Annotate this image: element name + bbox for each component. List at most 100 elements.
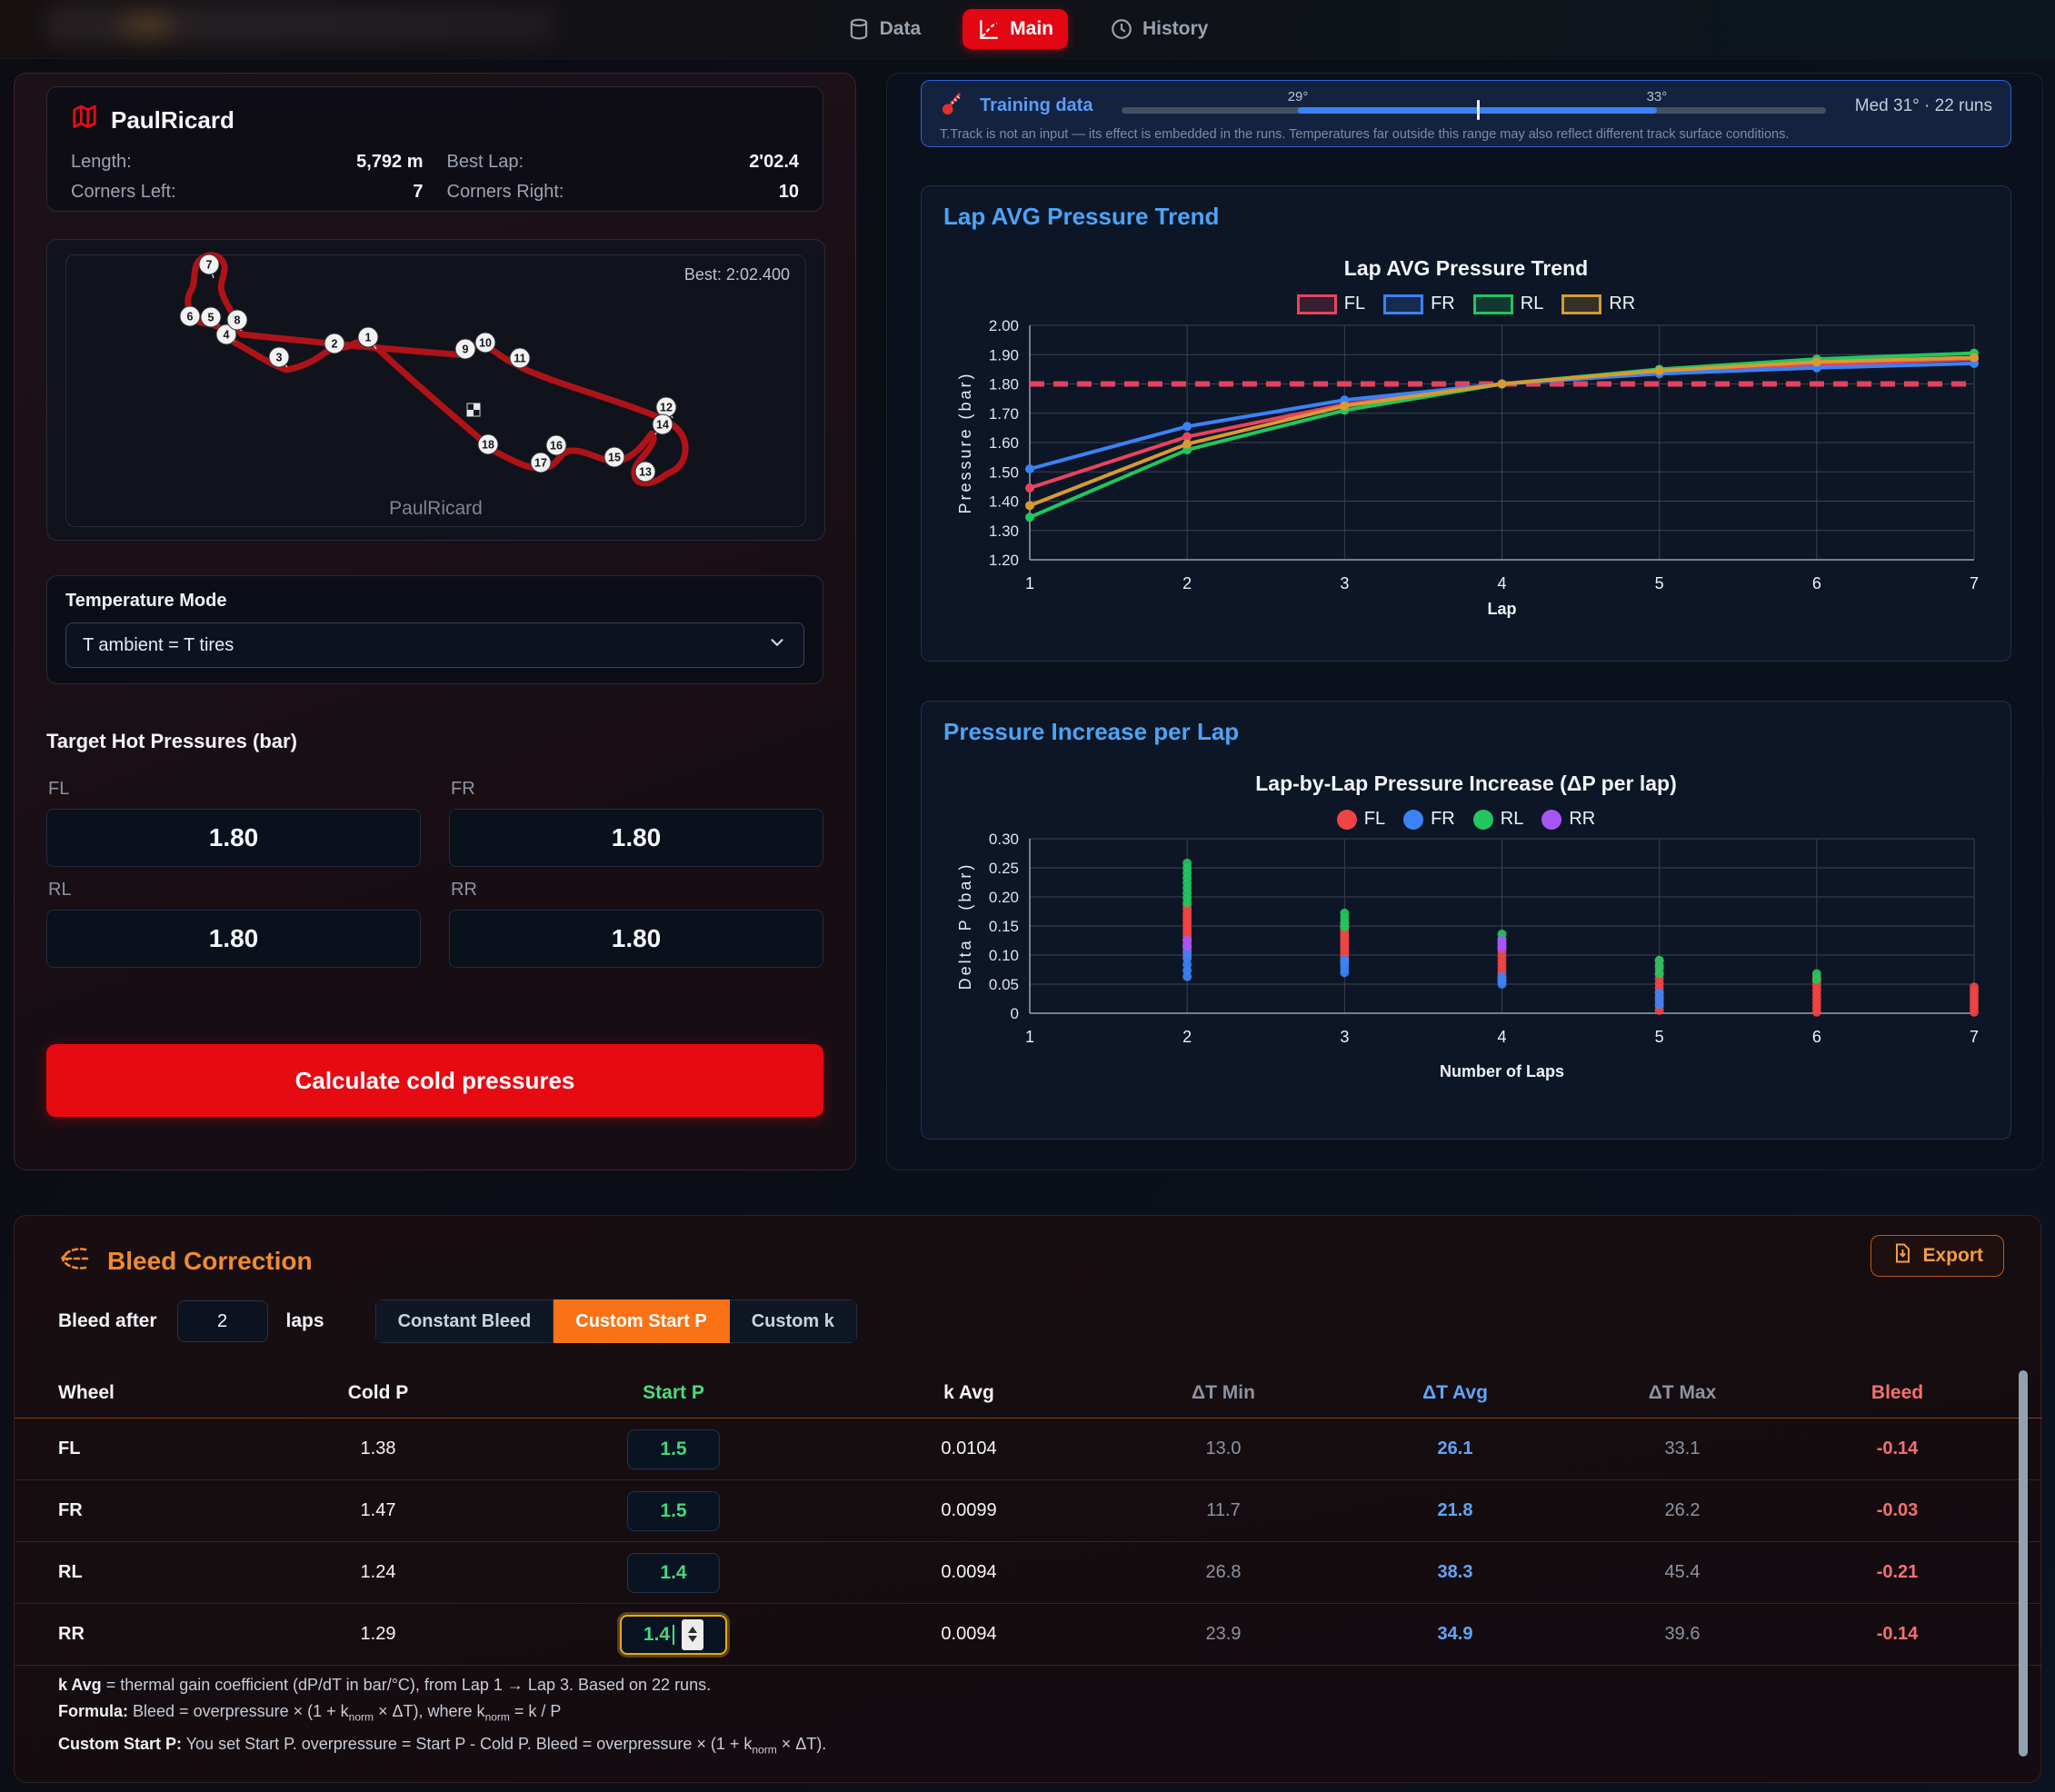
corner-badge-7: 7 [198, 254, 220, 275]
table-scrollbar[interactable] [2019, 1370, 2028, 1757]
targets-heading: Target Hot Pressures (bar) [46, 730, 297, 752]
svg-text:1.80: 1.80 [989, 376, 1019, 393]
target-input-fl[interactable] [46, 809, 421, 867]
export-label: Export [1922, 1245, 1983, 1266]
svg-text:0: 0 [1011, 1005, 1019, 1022]
laps-label: laps [285, 1310, 324, 1331]
length-value: 5,792 m [356, 152, 424, 172]
tab-main[interactable]: Main [963, 9, 1068, 49]
bleed-mode-segmented: Constant Bleed Custom Start P Custom k [374, 1299, 857, 1343]
svg-text:0.20: 0.20 [989, 889, 1019, 906]
svg-text:3: 3 [276, 352, 283, 364]
legend-item-fr[interactable]: FR [1403, 809, 1455, 830]
column-header: ΔT Max [1648, 1382, 1717, 1403]
svg-text:0.15: 0.15 [989, 918, 1019, 935]
start-p-input-rr[interactable]: 1.4 [620, 1614, 727, 1655]
target-input-rr[interactable] [449, 910, 823, 968]
top-bar: Data Main History [0, 0, 2055, 59]
number-stepper[interactable] [682, 1618, 704, 1650]
corner-badge-14: 14 [652, 413, 673, 435]
table-row-fr: FR 1.47 1.5 0.0099 11.7 21.8 26.2 -0.03 [15, 1480, 2042, 1542]
target-input-fr[interactable] [449, 809, 823, 867]
lap-avg-legend: FL FR RL RR [943, 294, 1989, 314]
bleed-icon [58, 1243, 93, 1279]
svg-text:Delta P (bar): Delta P (bar) [956, 862, 974, 991]
length-label: Length: [71, 152, 132, 172]
slider-high-label: 33° [1646, 88, 1668, 105]
legend-item-fl[interactable]: FL [1336, 809, 1385, 830]
start-p-input-fr[interactable]: 1.5 [627, 1490, 720, 1531]
mode-custom-k[interactable]: Custom k [729, 1299, 857, 1343]
export-button[interactable]: Export [1870, 1235, 2004, 1277]
corner-badge-8: 8 [226, 309, 248, 331]
target-label: RL [48, 880, 72, 900]
corner-badge-5: 5 [200, 306, 222, 328]
corners-right-value: 10 [778, 182, 799, 202]
svg-text:1.30: 1.30 [989, 523, 1019, 540]
svg-text:17: 17 [534, 457, 547, 470]
svg-text:Lap: Lap [1487, 600, 1516, 618]
svg-text:8: 8 [234, 314, 241, 327]
calculate-cold-pressures-button[interactable]: Calculate cold pressures [46, 1044, 823, 1117]
training-summary: Med 31° · 22 runs [1854, 95, 1992, 115]
start-p-input-rl[interactable]: 1.4 [627, 1552, 720, 1593]
bleed-correction-card: Bleed Correction Export Bleed after laps… [14, 1215, 2042, 1783]
svg-text:1.60: 1.60 [989, 434, 1019, 452]
bleed-table: Wheel Cold P Start P k Avg ΔT Min ΔT Avg ΔT Ma… [15, 1369, 2042, 1666]
temperature-mode-select[interactable]: T ambient = T tires [65, 622, 804, 668]
bleed-after-label: Bleed after [58, 1310, 157, 1331]
slider-median-marker[interactable] [1477, 99, 1481, 120]
corner-badge-2: 2 [324, 333, 345, 354]
corners-right-label: Corners Right: [446, 182, 564, 202]
svg-text:0.10: 0.10 [989, 947, 1019, 964]
training-range-slider[interactable]: 29° 33° [1122, 89, 1826, 120]
map-caption: PaulRicard [389, 498, 483, 519]
bleed-footnotes: k Avg = thermal gain coefficient (dP/dT … [58, 1672, 826, 1763]
corner-badge-3: 3 [268, 346, 290, 368]
corner-badge-13: 13 [634, 461, 656, 483]
legend-item-fr[interactable]: FR [1383, 294, 1455, 314]
legend-item-fl[interactable]: FL [1296, 294, 1365, 314]
pressure-increase-legend: FL FR RL RR [943, 809, 1989, 830]
svg-text:0.30: 0.30 [989, 833, 1019, 848]
tab-data[interactable]: Data [833, 9, 936, 49]
tab-bar: Data Main History [0, 0, 2055, 58]
thermometer-icon [940, 90, 967, 122]
svg-text:Number of Laps: Number of Laps [1440, 1062, 1564, 1080]
corner-badge-4: 4 [215, 324, 237, 345]
footnote: Formula: Bleed = overpressure × (1 + kno… [58, 1702, 562, 1724]
map-icon [71, 104, 98, 137]
target-field-fl: FL [46, 766, 421, 867]
svg-text:6: 6 [187, 311, 194, 324]
legend-item-rr[interactable]: RR [1561, 294, 1635, 314]
tab-history[interactable]: History [1095, 9, 1222, 49]
mode-constant-bleed[interactable]: Constant Bleed [374, 1299, 554, 1343]
legend-item-rr[interactable]: RR [1541, 809, 1595, 830]
start-finish-flag [466, 403, 481, 417]
svg-text:16: 16 [550, 440, 563, 453]
svg-text:2: 2 [1182, 1028, 1192, 1046]
bleed-after-input[interactable] [176, 1300, 268, 1342]
column-header: Start P [643, 1382, 704, 1403]
start-p-input-fl[interactable]: 1.5 [627, 1429, 720, 1469]
mode-custom-start-p[interactable]: Custom Start P [554, 1299, 730, 1343]
column-header: k Avg [943, 1382, 994, 1403]
corner-badge-15: 15 [604, 446, 625, 468]
target-field-fr: FR [449, 766, 823, 867]
clock-icon [1110, 17, 1133, 41]
svg-text:3: 3 [1340, 1028, 1349, 1046]
svg-text:2: 2 [332, 338, 338, 351]
legend-item-rl[interactable]: RL [1472, 294, 1543, 314]
svg-text:10: 10 [479, 337, 492, 350]
table-header-row: Wheel Cold P Start P k Avg ΔT Min ΔT Avg ΔT Ma… [15, 1369, 2042, 1419]
table-row-rl: RL 1.24 1.4 0.0094 26.8 38.3 45.4 -0.21 [15, 1542, 2042, 1604]
svg-text:11: 11 [514, 353, 525, 365]
svg-text:1.50: 1.50 [989, 463, 1019, 481]
svg-text:3: 3 [1340, 574, 1349, 592]
legend-item-rl[interactable]: RL [1472, 809, 1523, 830]
target-input-rl[interactable] [46, 910, 421, 968]
svg-text:1.40: 1.40 [989, 493, 1019, 511]
svg-text:0.25: 0.25 [989, 860, 1019, 877]
track-map-frame [65, 254, 806, 527]
corner-badge-6: 6 [179, 305, 201, 327]
